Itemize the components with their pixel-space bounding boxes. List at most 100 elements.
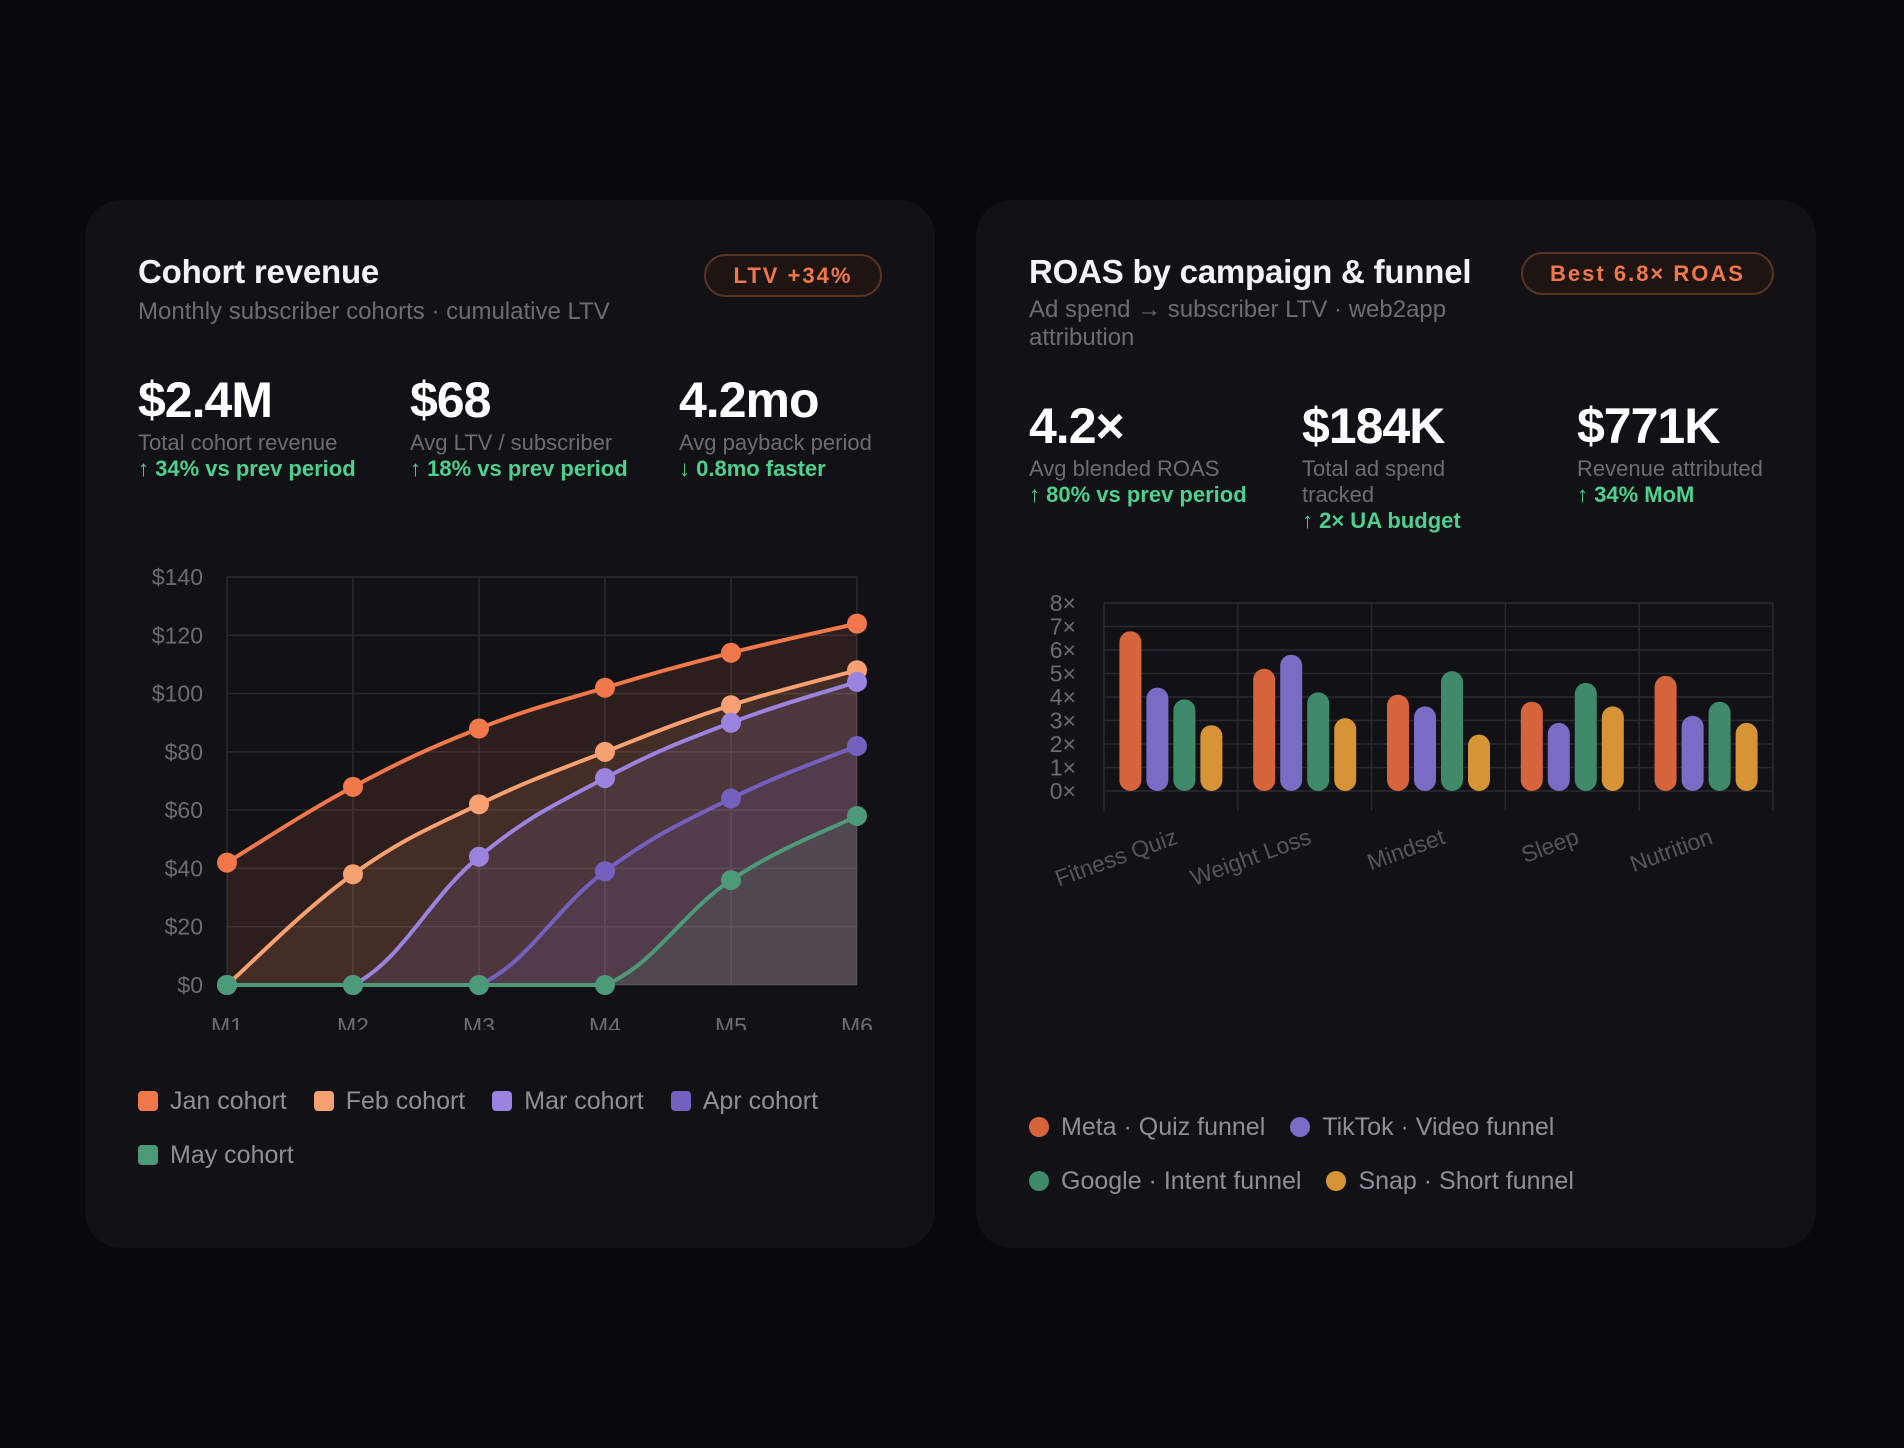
x-tick-label: Nutrition (1626, 823, 1715, 877)
legend-label: May cohort (170, 1140, 294, 1169)
cohort-revenue-card: Cohort revenue Monthly subscriber cohort… (85, 200, 935, 1248)
legend-item-mar-cohort[interactable]: Mar cohort (492, 1084, 644, 1118)
point-may-cohort (721, 870, 741, 891)
x-tick-label: M1 (211, 1013, 243, 1030)
legend-item-snap-short-funnel[interactable]: Snap · Short funnel (1326, 1164, 1574, 1198)
point-may-cohort (343, 975, 363, 995)
x-tick-label: Sleep (1518, 823, 1582, 868)
point-mar-cohort (469, 846, 489, 867)
legend-item-meta-quiz-funnel[interactable]: Meta · Quiz funnel (1029, 1110, 1265, 1144)
point-may-cohort (595, 975, 615, 995)
cohort-revenue-chart: $0 $20 $40 $60 $80 $100 $120 $140 M1 M2 M3 M4 M5 M6 (152, 564, 873, 1030)
y-tick-label: 4× (1050, 684, 1076, 710)
legend-swatch (138, 1145, 158, 1165)
roas-card: ROAS by campaign & funnel Ad spend → sub… (976, 200, 1816, 1248)
roas-legend: Meta · Quiz funnel TikTok · Video funnel G… (1029, 1110, 1789, 1218)
bar-google-intent-funnel-sleep (1574, 682, 1597, 791)
legend-item-google-intent-funnel[interactable]: Google · Intent funnel (1029, 1164, 1301, 1198)
y-tick-label: 5× (1050, 661, 1076, 687)
x-tick-label: M4 (589, 1013, 621, 1030)
point-jan-cohort (595, 677, 615, 698)
kpi-avg-payback: 4.2mo Avg payback period ↓ 0.8mo faster (679, 372, 879, 482)
point-jan-cohort (217, 852, 237, 873)
bar-meta-quiz-funnel-fitness-quiz (1119, 631, 1142, 791)
point-apr-cohort (847, 736, 867, 757)
y-tick-label: $20 (165, 914, 203, 940)
point-jan-cohort (343, 776, 363, 797)
kpi-label: Total ad spend tracked (1302, 456, 1446, 507)
line-feb-cohort (225, 668, 859, 987)
point-mar-cohort (721, 712, 741, 733)
point-apr-cohort (721, 788, 741, 809)
cohort-legend: Jan cohort Feb cohort Mar cohort Apr cohort… (138, 1084, 898, 1192)
legend-label: TikTok · Video funnel (1322, 1112, 1555, 1141)
legend-item-jan-cohort[interactable]: Jan cohort (138, 1084, 287, 1118)
legend-label: Google · Intent funnel (1061, 1166, 1302, 1195)
legend-item-feb-cohort[interactable]: Feb cohort (313, 1084, 465, 1118)
kpi-avg-ltv: $68 Avg LTV / subscriber ↑ 18% vs prev p… (410, 372, 640, 482)
line-jan-cohort (225, 621, 859, 865)
kpi-value: $771K (1577, 398, 1720, 454)
y-tick-label: $100 (152, 681, 203, 707)
legend-swatch (1029, 1117, 1049, 1137)
kpi-label: Avg payback period (679, 430, 872, 455)
y-tick-label: 1× (1050, 755, 1076, 781)
legend-label: Mar cohort (524, 1086, 644, 1115)
y-tick-label: $0 (177, 972, 203, 998)
ltv-badge: LTV +34% (704, 254, 882, 297)
point-may-cohort (847, 805, 867, 826)
point-jan-cohort (469, 718, 489, 739)
area-mar-cohort (227, 681, 857, 985)
roas-card-title: ROAS by campaign & funnel (1029, 253, 1472, 290)
y-tick-label: 7× (1050, 614, 1076, 640)
kpi-delta: ↑ 18% vs prev period (410, 456, 628, 481)
kpi-total-ad-spend: $184K Total ad spend tracked ↑ 2× UA bud… (1302, 398, 1502, 534)
bar-google-intent-funnel-mindset (1441, 671, 1463, 791)
kpi-label: Revenue attributed (1577, 456, 1763, 481)
legend-item-apr-cohort[interactable]: Apr cohort (670, 1084, 819, 1118)
legend-item-tiktok-video-funnel[interactable]: TikTok · Video funnel (1290, 1110, 1554, 1144)
y-tick-label: $80 (165, 739, 203, 765)
legend-label: Apr cohort (702, 1086, 819, 1115)
kpi-label: Avg blended ROAS (1029, 456, 1220, 481)
x-tick-label: M6 (841, 1013, 873, 1030)
y-tick-label: 8× (1050, 590, 1076, 616)
bar-snap-short-funnel-nutrition (1735, 722, 1758, 791)
legend-swatch (1326, 1171, 1347, 1191)
point-may-cohort (217, 975, 237, 995)
x-tick-label: Fitness Quiz (1052, 823, 1181, 891)
x-tick-label: M5 (715, 1013, 747, 1030)
point-feb-cohort (721, 695, 741, 716)
y-tick-label: 0× (1050, 778, 1076, 804)
x-tick-label: Weight Loss (1187, 823, 1314, 891)
point-feb-cohort (343, 864, 363, 885)
legend-swatch (1029, 1171, 1049, 1191)
bar-tiktok-video-funnel-fitness-quiz (1146, 687, 1169, 791)
legend-swatch (670, 1091, 691, 1111)
kpi-revenue-attributed: $771K Revenue attributed ↑ 34% MoM (1577, 398, 1777, 508)
legend-item-may-cohort[interactable]: May cohort (138, 1138, 294, 1172)
point-feb-cohort (595, 741, 615, 762)
kpi-avg-blended-roas: 4.2× Avg blended ROAS ↑ 80% vs prev peri… (1029, 398, 1259, 508)
kpi-total-cohort-revenue: $2.4M Total cohort revenue ↑ 34% vs prev… (138, 372, 368, 482)
y-tick-label: $40 (165, 855, 203, 881)
line-may-cohort (225, 813, 859, 987)
x-tick-label: Mindset (1364, 823, 1449, 875)
legend-swatch (138, 1091, 158, 1111)
roas-card-subtitle: Ad spend → subscriber LTV · web2app attr… (1029, 296, 1447, 351)
bar-google-intent-funnel-fitness-quiz (1173, 699, 1196, 791)
legend-label: Meta · Quiz funnel (1061, 1112, 1266, 1141)
roas-bar-chart: 0×1×2×3×4×5×6×7×8× Fitness Quiz Weight Los… (1050, 590, 1774, 891)
bar-snap-short-funnel-sleep (1601, 706, 1624, 791)
x-tick-label: M3 (463, 1013, 495, 1030)
kpi-delta: ↓ 0.8mo faster (679, 456, 826, 481)
point-mar-cohort (595, 768, 615, 789)
y-tick-label: 2× (1050, 731, 1076, 757)
kpi-delta: ↑ 34% vs prev period (138, 456, 356, 481)
kpi-value: 4.2mo (679, 372, 820, 428)
bar-snap-short-funnel-weight-loss (1334, 718, 1357, 791)
kpi-delta: ↑ 2× UA budget (1302, 508, 1461, 533)
point-feb-cohort (469, 794, 489, 815)
bar-snap-short-funnel-fitness-quiz (1200, 725, 1223, 791)
bar-meta-quiz-funnel-nutrition (1654, 675, 1677, 791)
